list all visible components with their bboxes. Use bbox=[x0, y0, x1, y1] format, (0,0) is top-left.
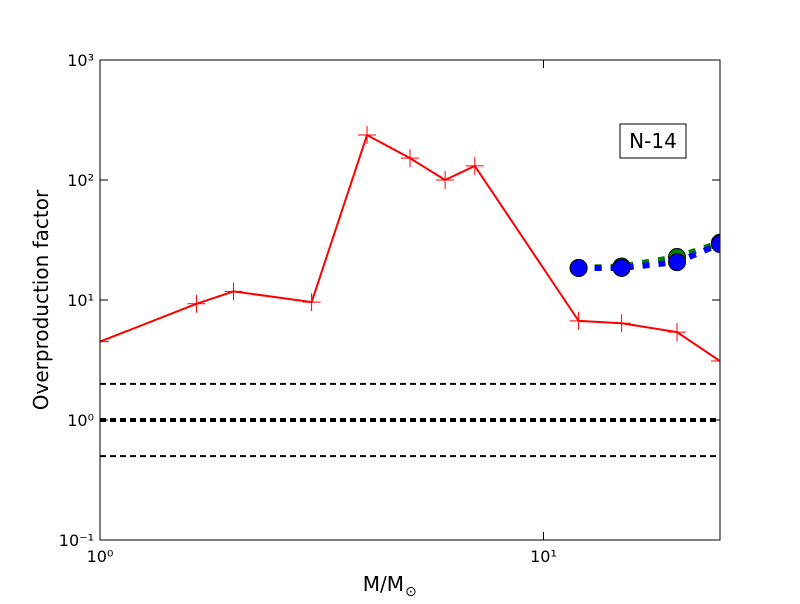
point-marker bbox=[569, 258, 588, 277]
x-axis-label: M/M bbox=[363, 572, 404, 596]
point-marker bbox=[100, 332, 109, 351]
point-marker bbox=[711, 234, 720, 253]
y-tick-label: 10⁻¹ bbox=[59, 531, 94, 550]
point-marker bbox=[612, 314, 631, 333]
plot-area bbox=[100, 126, 720, 458]
y-tick-label: 10¹ bbox=[67, 291, 94, 310]
x-tick-label: 10⁰ bbox=[87, 547, 114, 566]
annotation-box bbox=[619, 123, 687, 159]
series-line bbox=[578, 241, 720, 271]
point-marker bbox=[187, 294, 206, 313]
point-marker bbox=[612, 258, 631, 277]
y-axis-label: Overproduction factor bbox=[29, 189, 53, 410]
point-marker bbox=[401, 149, 419, 168]
y-tick-label: 10² bbox=[67, 171, 94, 190]
x-tick-label: 10¹ bbox=[530, 547, 557, 566]
y-tick-label: 10⁰ bbox=[67, 411, 94, 430]
point-marker bbox=[358, 126, 377, 145]
point-marker bbox=[465, 156, 484, 175]
annotation: N-14 bbox=[629, 129, 677, 153]
y-tick-label: 10³ bbox=[67, 51, 94, 70]
x-axis-label-subscript: ⊙ bbox=[405, 584, 417, 600]
point-marker bbox=[668, 253, 687, 272]
point-marker bbox=[302, 293, 321, 312]
series-line bbox=[100, 134, 720, 362]
point-marker bbox=[569, 311, 588, 330]
point-marker bbox=[224, 282, 243, 301]
point-marker bbox=[668, 323, 687, 342]
point-marker bbox=[436, 171, 455, 189]
point-marker bbox=[711, 352, 720, 371]
